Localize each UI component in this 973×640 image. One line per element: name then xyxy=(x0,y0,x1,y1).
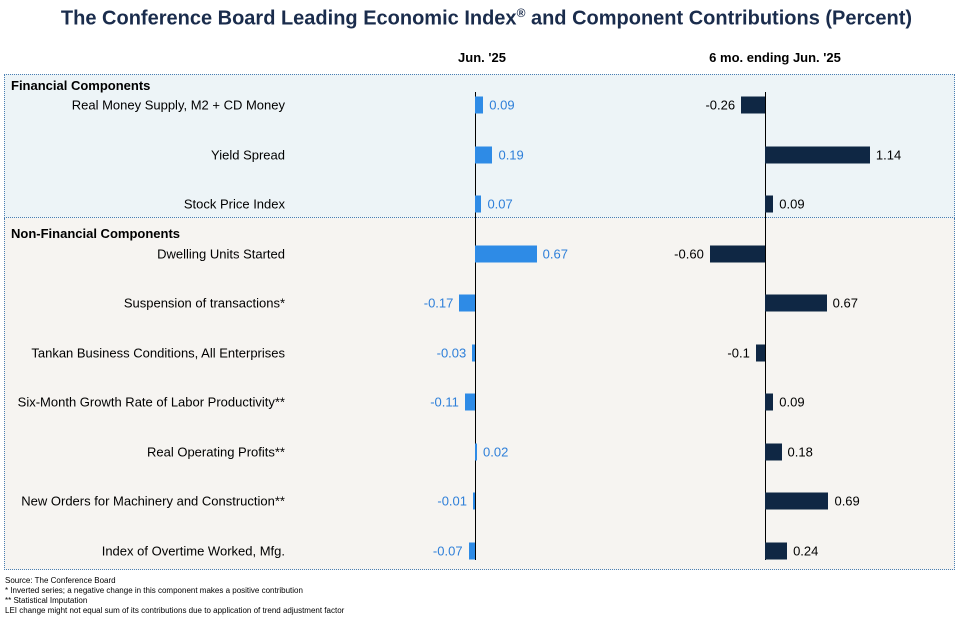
value-label-jun-25: 0.07 xyxy=(487,196,513,212)
bar-6mo xyxy=(765,146,870,164)
bar-jun-25 xyxy=(472,344,475,362)
bar-6mo xyxy=(765,393,774,411)
footnote-inverted: * Inverted series; a negative change in … xyxy=(5,586,303,595)
financial-components-heading: Financial Components xyxy=(11,78,151,93)
value-label-6mo: -0.1 xyxy=(727,345,750,361)
value-label-jun-25: 0.67 xyxy=(542,246,568,262)
footnote-source: Source: The Conference Board xyxy=(5,576,116,585)
value-label-6mo: -0.26 xyxy=(705,97,736,113)
value-label-6mo: 0.67 xyxy=(832,295,858,311)
bar-jun-25 xyxy=(475,146,493,164)
value-label-jun-25: 0.09 xyxy=(489,97,515,113)
bar-6mo xyxy=(755,344,765,362)
footnotes: Source: The Conference Board * Inverted … xyxy=(5,576,344,616)
chart-title: The Conference Board Leading Economic In… xyxy=(60,6,913,30)
row-label: New Orders for Machinery and Constructio… xyxy=(21,493,285,509)
row-label: Yield Spread xyxy=(211,147,285,163)
row-label: Suspension of transactions* xyxy=(123,295,285,311)
bar-jun-25 xyxy=(473,492,475,510)
bar-jun-25 xyxy=(459,294,475,312)
bar-jun-25 xyxy=(475,96,484,114)
value-label-6mo: 0.09 xyxy=(779,196,805,212)
bar-6mo xyxy=(709,245,765,263)
row-label: Real Money Supply, M2 + CD Money xyxy=(71,97,285,113)
footnote-trend: LEI change might not equal sum of its co… xyxy=(5,606,345,615)
value-label-6mo: 1.14 xyxy=(875,147,902,163)
value-label-6mo: 0.69 xyxy=(834,493,860,509)
bar-6mo xyxy=(741,96,765,114)
value-label-jun-25: -0.07 xyxy=(432,543,463,559)
column-header-6mo: 6 mo. ending Jun. '25 xyxy=(709,50,841,65)
footnote-imputation: ** Statistical Imputation xyxy=(5,596,88,605)
bar-6mo xyxy=(765,294,827,312)
row-label: Tankan Business Conditions, All Enterpri… xyxy=(31,345,285,361)
axis-line-6mo xyxy=(765,92,766,560)
bar-jun-25 xyxy=(468,542,475,560)
bar-jun-25 xyxy=(475,195,482,213)
row-label: Dwelling Units Started xyxy=(157,246,285,262)
value-label-jun-25: -0.03 xyxy=(436,345,467,361)
row-label: Stock Price Index xyxy=(183,196,285,212)
value-label-jun-25: -0.01 xyxy=(437,493,467,509)
row-label: Six-Month Growth Rate of Labor Productiv… xyxy=(17,394,285,410)
value-label-jun-25: -0.11 xyxy=(430,394,459,410)
value-label-6mo: 0.18 xyxy=(787,444,813,460)
row-label: Real Operating Profits** xyxy=(146,444,285,460)
value-label-jun-25: 0.19 xyxy=(498,147,524,163)
bar-6mo xyxy=(765,492,829,510)
bar-6mo xyxy=(765,195,774,213)
bar-6mo xyxy=(765,443,782,461)
bar-6mo xyxy=(765,542,788,560)
axis-line-jun-25 xyxy=(475,92,476,560)
column-header-jun-25: Jun. '25 xyxy=(458,50,506,65)
value-label-6mo: -0.60 xyxy=(674,246,704,262)
non-financial-components-panel xyxy=(4,218,955,570)
bar-jun-25 xyxy=(475,245,537,263)
value-label-6mo: 0.09 xyxy=(779,394,805,410)
row-label: Index of Overtime Worked, Mfg. xyxy=(101,543,285,559)
value-label-jun-25: 0.02 xyxy=(483,444,509,460)
non-financial-components-heading: Non-Financial Components xyxy=(11,226,180,241)
bar-jun-25 xyxy=(464,393,475,411)
value-label-jun-25: -0.17 xyxy=(423,295,454,311)
bar-jun-25 xyxy=(475,443,477,461)
value-label-6mo: 0.24 xyxy=(793,543,819,559)
